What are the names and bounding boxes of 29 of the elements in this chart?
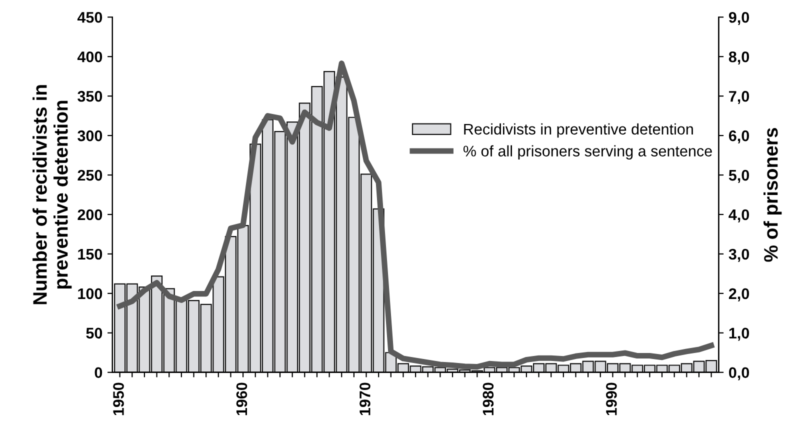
y-tick-label: 200 (78, 209, 102, 220)
y2-axis-title: % of prisoners (764, 128, 782, 262)
y2-tick-label: 5,0 (728, 170, 750, 183)
y2-tick-label: 1,0 (729, 328, 750, 341)
y-tick-label: 350 (78, 90, 102, 102)
y-tick-label: 100 (78, 288, 102, 300)
x-tick-label: 1980 (482, 382, 494, 416)
x-tick-label: 1960 (236, 382, 248, 416)
legend-label: Recidivists in preventive detention (464, 123, 693, 138)
y2-tick-label: 9,0 (728, 12, 750, 26)
legend-label: % of all prisoners serving a sentence (463, 145, 712, 160)
y-tick-label: 150 (78, 248, 102, 260)
y2-tick-label: 6,0 (728, 130, 750, 144)
x-tick-label: 1970 (360, 382, 370, 416)
y2-tick-label: 0,0 (729, 367, 750, 380)
x-tick-label: 1990 (606, 382, 617, 416)
y-tick-label: 400 (77, 51, 102, 62)
y-axis-title: Number of recidivists in preventive detention (32, 85, 72, 304)
y-tick-label: 0 (94, 367, 102, 378)
x-tick-label: 1950 (113, 382, 124, 416)
y-tick-label: 300 (78, 130, 102, 142)
y-tick-label: 250 (78, 170, 102, 181)
y2-tick-label: 4,0 (728, 209, 750, 222)
y2-tick-label: 2,0 (728, 288, 750, 302)
y-tick-label: 450 (77, 12, 102, 23)
y2-tick-label: 3,0 (728, 248, 750, 262)
y2-tick-label: 8,0 (728, 51, 750, 64)
y2-tick-label: 7,0 (729, 90, 750, 104)
y-tick-label: 50 (86, 328, 102, 339)
